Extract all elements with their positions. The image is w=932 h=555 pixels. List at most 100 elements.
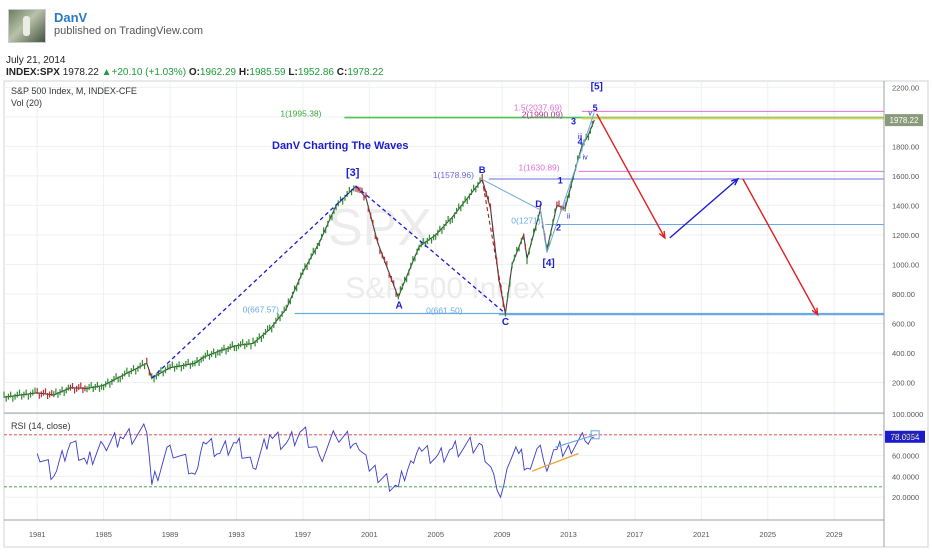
high-value: 1985.59: [249, 67, 286, 78]
close-label: C:: [336, 67, 348, 78]
y-tick-label: 1800.00: [892, 142, 919, 151]
wave-label: A: [396, 301, 403, 312]
wave-bc-line: [481, 179, 506, 314]
x-tick-label: 2001: [361, 530, 378, 539]
high-label: H:: [238, 67, 250, 78]
annotation-text: DanV Charting The Waves: [272, 140, 409, 152]
level-1990-label: 2(1990.09): [522, 109, 563, 119]
rsi-tick-label: 80.0000: [892, 431, 919, 440]
price-change: +20.10 (+1.03%): [111, 67, 187, 78]
level-2037-label: 1.5(2037.69): [514, 102, 562, 112]
level-1578-label: 1(1578.96): [433, 170, 474, 180]
author-name-link[interactable]: DanV: [54, 10, 88, 25]
projection-down-arrow-2: [742, 178, 819, 315]
y-tick-label: 400.00: [892, 349, 915, 358]
y-tick-label: 600.00: [892, 319, 915, 328]
rsi-tick-label: 20.0000: [892, 493, 919, 502]
x-tick-label: 2005: [427, 530, 444, 539]
x-tick-label: 1997: [295, 530, 312, 539]
projection-down-arrow-2-head: [811, 307, 819, 317]
rsi-label: RSI (14, close): [11, 421, 71, 431]
quote-bar: INDEX:SPX 1978.22 ▲+20.10 (+1.03%) O:196…: [6, 67, 383, 78]
wave-label: D: [535, 199, 542, 210]
wave-label: C: [502, 317, 509, 328]
wave-label: i: [564, 200, 566, 207]
y-tick-label: 1000.00: [892, 260, 919, 269]
wave-label: 4: [578, 137, 583, 147]
wave-label: iv: [583, 155, 589, 162]
symbol-label: INDEX:SPX: [6, 67, 60, 78]
wave-label: 5: [593, 103, 598, 113]
wave-label: iii: [578, 134, 583, 141]
rsi-trendline-2: [555, 434, 596, 448]
projection-up-arrow: [669, 178, 739, 239]
wave-label: ii: [567, 214, 571, 221]
chart-title: S&P 500 Index, M, INDEX-CFE: [11, 86, 137, 96]
wave-label: B: [479, 165, 486, 176]
y-tick-label: 1600.00: [892, 172, 919, 181]
chart-svg[interactable]: SPX S&P 500 Index 0(667.57) 0(661.50)1(15…: [0, 80, 932, 550]
level-1995-label: 1(1995.38): [280, 109, 321, 119]
last-price-tag: [885, 114, 923, 127]
level-1271-label: 0(1271): [511, 215, 540, 225]
wave-label: [5]: [591, 82, 603, 93]
axes: 200.00400.00600.00800.001000.001200.0014…: [4, 81, 923, 547]
low-value: 1952.86: [297, 67, 334, 78]
fib-levels: 0(667.57) 0(661.50) 1(1578.96) 0(1271) 1(163…: [243, 102, 884, 315]
wave-label: [4]: [542, 258, 554, 269]
wave-label: 2: [556, 223, 561, 233]
rsi-marker: [590, 430, 600, 440]
x-tick-label: 1989: [162, 530, 179, 539]
level-1630-label: 1(1630.89): [518, 162, 559, 172]
open-value: 1962.29: [199, 67, 237, 78]
rsi-line: [36, 422, 595, 499]
close-value: 1978.22: [347, 67, 384, 78]
y-tick-label: 800.00: [892, 290, 915, 299]
y-tick-label: 1200.00: [892, 231, 919, 240]
x-tick-label: 2013: [560, 530, 577, 539]
volume-label: Vol (20): [11, 98, 42, 108]
x-tick-label: 1981: [29, 530, 46, 539]
level-667-label: 0(667.57): [243, 304, 280, 314]
projection-up-arrow-head: [731, 177, 740, 186]
wave-label: [3]: [346, 167, 360, 179]
wave-label: 3: [571, 116, 576, 126]
y-tick-label: 1400.00: [892, 201, 919, 210]
wave-channel-line: [481, 112, 595, 253]
published-caption: published on TradingView.com: [54, 25, 204, 37]
wave-label: v: [588, 110, 592, 117]
rsi-trendline: [531, 452, 579, 472]
projection-arrows: [596, 113, 819, 317]
open-label: O:: [188, 67, 200, 78]
x-tick-label: 2029: [826, 530, 843, 539]
watermark-name: S&P 500 Index: [345, 272, 545, 305]
rsi-value-tag: [885, 430, 925, 443]
up-arrow-icon: ▲: [101, 67, 112, 78]
chart-area[interactable]: SPX S&P 500 Index 0(667.57) 0(661.50) 1(15…: [0, 80, 932, 550]
author-avatar[interactable]: [8, 9, 46, 43]
rsi-pane: 78.0954: [4, 422, 925, 499]
level-661-label: 0(661.50): [426, 305, 463, 315]
rsi-tick-label: 40.0000: [892, 472, 919, 481]
publisher-header: DanV published on TradingView.com: [0, 0, 932, 50]
wave-label: 1: [558, 175, 563, 185]
last-price: 1978.22: [62, 67, 99, 78]
y-tick-label: 2200.00: [892, 83, 919, 92]
x-tick-label: 2009: [494, 530, 511, 539]
projection-down-arrow-1-head: [658, 230, 666, 240]
rsi-value-tag-text: 78.0954: [891, 433, 920, 442]
x-tick-label: 1985: [95, 530, 112, 539]
rsi-tick-label: 100.0000: [892, 410, 923, 419]
x-tick-label: 2017: [627, 530, 644, 539]
rsi-tick-label: 60.0000: [892, 452, 919, 461]
projection-down-arrow-1: [596, 113, 666, 239]
y-tick-label: 200.00: [892, 378, 915, 387]
x-tick-label: 1993: [228, 530, 245, 539]
x-tick-label: 2021: [693, 530, 710, 539]
wave-lines: [151, 112, 595, 379]
x-tick-label: 2025: [759, 530, 776, 539]
publish-date: July 21, 2014: [6, 55, 66, 66]
wave-3-line: [151, 185, 506, 379]
low-label: L:: [288, 67, 298, 78]
